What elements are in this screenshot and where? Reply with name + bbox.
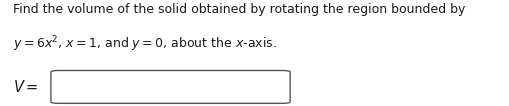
Text: $y = 6x^2$, $x = 1$, and $y = 0$, about the $x$-axis.: $y = 6x^2$, $x = 1$, and $y = 0$, about … bbox=[13, 34, 276, 54]
FancyBboxPatch shape bbox=[51, 70, 290, 103]
Text: Find the volume of the solid obtained by rotating the region bounded by: Find the volume of the solid obtained by… bbox=[13, 3, 465, 16]
Text: $V=$: $V=$ bbox=[13, 79, 38, 95]
